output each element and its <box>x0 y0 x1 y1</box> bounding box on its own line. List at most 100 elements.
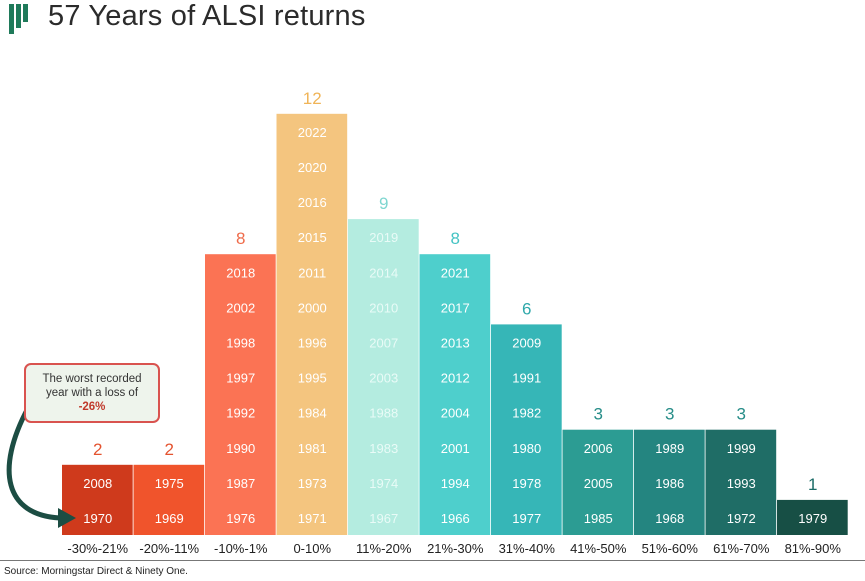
year-label: 1971 <box>298 511 327 526</box>
bar-3 <box>205 254 276 535</box>
x-tick-label: 31%-40% <box>499 541 556 556</box>
worst-year-callout: The worst recorded year with a loss of -… <box>24 363 160 423</box>
x-tick-label: -30%-21% <box>67 541 128 556</box>
year-label: 2003 <box>369 371 398 386</box>
year-label: 2011 <box>298 265 326 280</box>
bar-8 <box>562 429 634 535</box>
year-label: 1975 <box>155 476 184 491</box>
bar-7 <box>491 324 562 535</box>
bar-4 <box>276 113 348 536</box>
year-label: 2012 <box>441 371 470 386</box>
bar-2 <box>133 464 205 535</box>
callout-line-2: year with a loss of <box>45 387 139 399</box>
year-label: 1980 <box>512 441 541 456</box>
year-label: 1972 <box>727 511 756 526</box>
year-label: 2014 <box>369 265 398 280</box>
bar-count-label: 2 <box>165 440 174 459</box>
year-label: 1968 <box>655 511 684 526</box>
year-label: 2022 <box>298 125 327 140</box>
year-label: 1969 <box>155 511 184 526</box>
year-label: 1987 <box>226 476 255 491</box>
year-label: 1986 <box>655 476 684 491</box>
year-label: 2015 <box>298 230 327 245</box>
year-label: 1970 <box>83 511 112 526</box>
year-label: 1983 <box>369 441 398 456</box>
x-tick-label: -20%-11% <box>139 541 199 556</box>
year-label: 2001 <box>441 441 470 456</box>
year-label: 2021 <box>441 265 470 280</box>
x-tick-label: 61%-70% <box>713 541 770 556</box>
year-label: 1967 <box>369 511 398 526</box>
year-label: 1982 <box>512 406 541 421</box>
year-label: 1977 <box>512 511 541 526</box>
bar-count-label: 1 <box>808 475 817 494</box>
year-label: 1997 <box>226 371 255 386</box>
year-label: 2007 <box>369 336 398 351</box>
year-label: 1991 <box>512 371 541 386</box>
year-label: 2006 <box>584 441 613 456</box>
year-label: 1981 <box>298 441 327 456</box>
callout-highlight: -26% <box>78 401 106 413</box>
year-label: 1998 <box>226 336 255 351</box>
source-note: Source: Morningstar Direct & Ninety One. <box>4 566 188 577</box>
bar-9 <box>634 429 705 535</box>
x-tick-label: 11%-20% <box>356 541 412 556</box>
year-label: 2017 <box>441 300 470 315</box>
year-label: 2000 <box>298 300 327 315</box>
callout-arrow-curve <box>6 406 61 521</box>
year-label: 1999 <box>727 441 756 456</box>
x-tick-label: 21%-30% <box>427 541 484 556</box>
year-label: 1995 <box>298 371 327 386</box>
chart-title: 57 Years of ALSI returns <box>48 0 366 32</box>
year-label: 1979 <box>798 511 827 526</box>
footer-divider <box>0 560 865 561</box>
year-label: 1994 <box>441 476 470 491</box>
year-label: 2002 <box>226 300 255 315</box>
year-label: 1990 <box>226 441 255 456</box>
bar-count-label: 3 <box>737 405 746 424</box>
year-label: 2005 <box>584 476 613 491</box>
bar-11 <box>777 499 848 535</box>
year-label: 2010 <box>369 300 398 315</box>
bar-6 <box>419 254 491 535</box>
year-label: 1978 <box>512 476 541 491</box>
year-label: 1976 <box>226 511 255 526</box>
callout-arrowhead-icon <box>58 508 76 528</box>
x-tick-label: 51%-60% <box>642 541 699 556</box>
year-label: 1989 <box>655 441 684 456</box>
bar-count-label: 2 <box>93 440 102 459</box>
x-tick-label: 81%-90% <box>785 541 842 556</box>
year-label: 2020 <box>298 160 327 175</box>
bar-count-label: 3 <box>594 405 603 424</box>
year-label: 1984 <box>298 406 327 421</box>
bar-count-label: 9 <box>379 194 388 213</box>
x-tick-label: 0-10% <box>293 541 331 556</box>
bar-count-label: 8 <box>236 229 245 248</box>
bar-10 <box>705 429 777 535</box>
year-label: 1974 <box>369 476 398 491</box>
bar-count-label: 3 <box>665 405 674 424</box>
year-label: 1992 <box>226 406 255 421</box>
year-label: 2009 <box>512 336 541 351</box>
bar-count-label: 8 <box>451 229 460 248</box>
x-tick-label: -10%-1% <box>214 541 268 556</box>
year-label: 1985 <box>584 511 613 526</box>
year-label: 1996 <box>298 336 327 351</box>
year-label: 2004 <box>441 406 470 421</box>
year-label: 2013 <box>441 336 470 351</box>
callout-line-1: The worst recorded <box>42 373 142 385</box>
bar-count-label: 6 <box>522 299 531 318</box>
logo-icon <box>9 4 28 34</box>
year-label: 2016 <box>298 195 327 210</box>
year-label: 1973 <box>298 476 327 491</box>
x-tick-label: 41%-50% <box>570 541 627 556</box>
bar-count-label: 12 <box>303 89 322 108</box>
year-label: 2019 <box>369 230 398 245</box>
bar-5 <box>348 219 419 535</box>
year-label: 1993 <box>727 476 756 491</box>
year-label: 1988 <box>369 406 398 421</box>
bar-1 <box>62 464 133 535</box>
year-label: 2018 <box>226 265 255 280</box>
year-label: 1966 <box>441 511 470 526</box>
